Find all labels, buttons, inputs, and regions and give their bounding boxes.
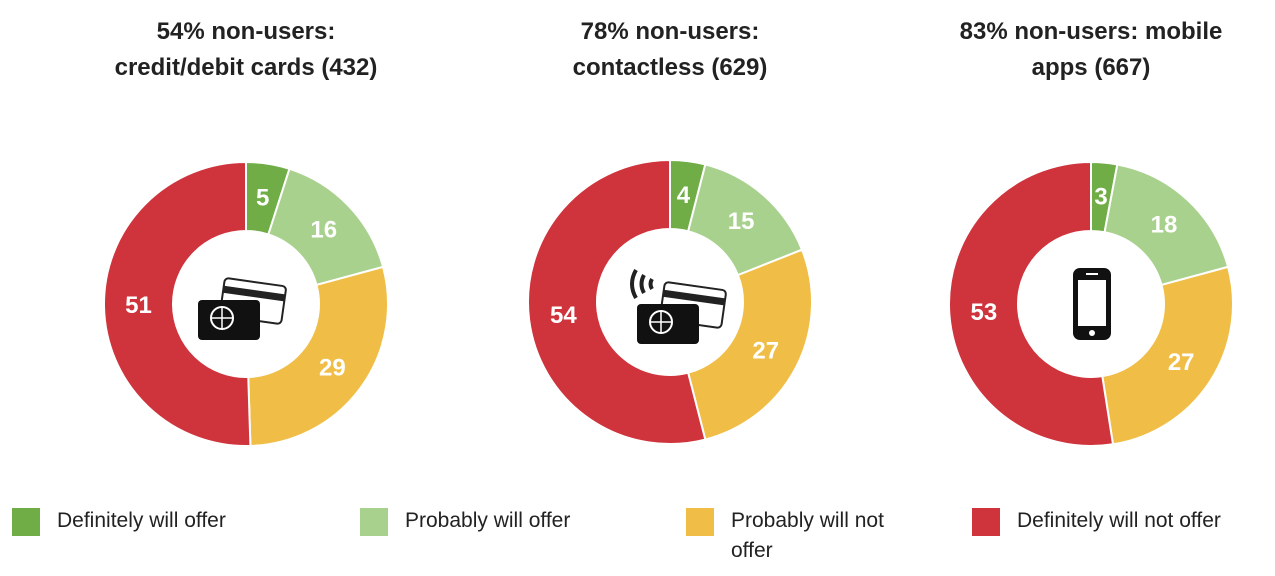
- legend-item: Probably will offer: [360, 506, 660, 536]
- legend-item: Probably will not offer: [686, 506, 936, 566]
- phone-icon: [1073, 268, 1111, 340]
- data-label: 4: [677, 182, 691, 209]
- card-icon: [198, 277, 287, 340]
- chart-title: 54% non-users: credit/debit cards (432): [114, 18, 378, 81]
- data-label: 5: [256, 184, 269, 211]
- slice: [1101, 265, 1235, 446]
- legend-label: Probably will not offer: [731, 509, 884, 562]
- slice: [686, 248, 813, 441]
- data-label: 16: [310, 216, 337, 243]
- slice: [103, 160, 252, 447]
- legend-swatch: [972, 508, 1000, 536]
- legend-swatch: [12, 508, 40, 536]
- slice: [1103, 163, 1230, 287]
- data-label: 53: [970, 299, 997, 326]
- slice: [527, 158, 707, 445]
- slices: 5 16 29 51 4 15 27 54 3 18 27 53: [103, 158, 1235, 447]
- contactless-icon: [630, 269, 727, 344]
- legend-label: Definitely will offer: [57, 509, 226, 532]
- data-label: 27: [752, 337, 779, 364]
- data-label: 51: [125, 292, 152, 319]
- chart-title: 83% non-users: mobile apps (667): [959, 18, 1223, 81]
- legend-label: Definitely will not offer: [1017, 509, 1221, 532]
- data-label: 54: [550, 302, 577, 329]
- slice: [247, 265, 389, 447]
- legend-swatch: [686, 508, 714, 536]
- data-label: 29: [319, 354, 346, 381]
- data-label: 27: [1168, 349, 1195, 376]
- slice: [948, 160, 1115, 447]
- legend-item: Definitely will offer: [12, 506, 312, 536]
- legend-item: Definitely will not offer: [972, 506, 1262, 536]
- data-label: 3: [1094, 183, 1107, 210]
- donut-charts: 5 16 29 51 4 15 27 54 3 18 27 53: [103, 158, 1235, 447]
- legend-swatch: [360, 508, 388, 536]
- data-label: 15: [728, 208, 755, 235]
- chart-title: 78% non-users: contactless (629): [572, 18, 768, 81]
- data-label: 18: [1151, 212, 1178, 239]
- legend-label: Probably will offer: [405, 509, 571, 532]
